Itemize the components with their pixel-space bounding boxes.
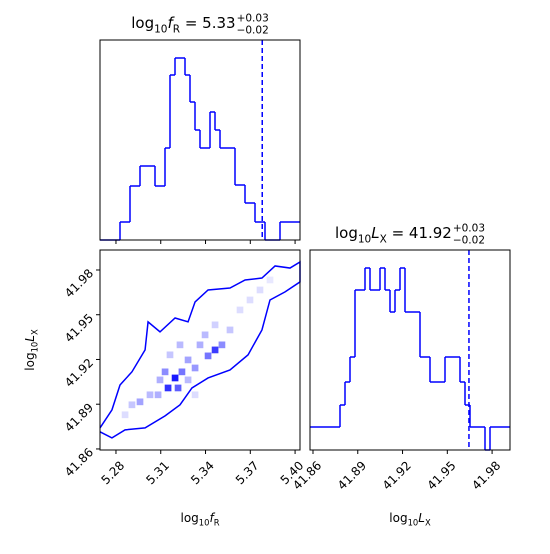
density-cell: [164, 384, 172, 392]
panel-title-text: log10LX = 41.92: [335, 224, 452, 246]
variable: L: [418, 511, 425, 525]
density-cell: [166, 351, 174, 359]
x-tick-label: 5.31: [143, 458, 172, 487]
density-cell: [156, 376, 164, 384]
value: = 41.92: [387, 224, 452, 242]
density-cell: [154, 391, 162, 399]
upper-error: +0.03: [237, 12, 269, 24]
density-cell: [226, 326, 234, 334]
axes-frame: [309, 249, 511, 451]
density-cell: [191, 364, 199, 372]
x-tick-label: 41.98: [469, 458, 503, 492]
y-tick-label: 41.98: [62, 266, 96, 300]
panel-title: log10LX = 41.92 +0.03−0.02: [335, 222, 485, 246]
x-tick-label: 41.92: [380, 458, 414, 492]
y-axis-label-text: log10LX: [23, 329, 40, 371]
density-cell: [184, 376, 192, 384]
density-cell: [211, 346, 219, 354]
lower-error: −0.02: [453, 234, 485, 246]
x-axis-label-text: log10fR: [180, 511, 219, 528]
variable-sub: R: [214, 518, 220, 528]
log-base: 10: [358, 234, 371, 246]
density-cell: [136, 398, 144, 406]
density-cell: [218, 341, 226, 349]
density-cell: [211, 321, 219, 329]
density-cell: [256, 286, 264, 294]
x-tick-label: 41.95: [424, 458, 458, 492]
density-cell: [196, 341, 204, 349]
density-cell: [178, 368, 186, 376]
x-tick-label: 5.34: [188, 458, 217, 487]
x-axis-label: log10fR: [180, 511, 219, 528]
x-axis-label: log10LX: [389, 511, 431, 528]
value: = 5.33: [180, 14, 236, 32]
x-tick-label: 5.37: [233, 458, 262, 487]
lower-error: −0.02: [237, 24, 269, 36]
density-cell: [266, 276, 274, 284]
axes-frame: [99, 249, 301, 451]
density-cell: [146, 391, 154, 399]
variable: L: [371, 224, 379, 242]
density-cell: [246, 296, 254, 304]
density-cell: [171, 374, 179, 382]
density-cell: [204, 352, 212, 360]
log: log: [335, 224, 358, 242]
density-cell: [201, 331, 209, 339]
variable-sub: X: [380, 234, 387, 246]
density-cell: [128, 401, 136, 409]
variable-sub: X: [425, 518, 431, 528]
density-cell: [176, 341, 184, 349]
panel-title: log10fR = 5.33 +0.03−0.02: [131, 12, 269, 36]
upper-error: +0.03: [453, 222, 485, 234]
density-cell: [184, 356, 192, 364]
x-tick-label: 41.89: [335, 458, 369, 492]
y-tick-label: 41.95: [62, 311, 96, 345]
log: log: [131, 14, 154, 32]
y-tick-label: 41.92: [62, 356, 96, 390]
variable-sub: X: [30, 329, 40, 335]
x-tick-label: 5.28: [99, 458, 128, 487]
density-cell: [174, 384, 182, 392]
axes-frame: [99, 39, 301, 241]
log-base: 10: [408, 518, 419, 528]
log: log: [389, 511, 407, 525]
density-cell: [191, 391, 199, 399]
log-base: 10: [30, 342, 40, 353]
y-axis-label: log10LX: [23, 329, 40, 371]
density-cell: [236, 306, 244, 314]
panel-title-text: log10fR = 5.33: [131, 14, 235, 36]
log-base: 10: [154, 24, 167, 36]
x-axis-label-text: log10LX: [389, 511, 431, 528]
log: log: [180, 511, 198, 525]
y-tick-label: 41.86: [62, 445, 96, 479]
density-cell: [121, 411, 129, 419]
log: log: [23, 352, 37, 370]
log-base: 10: [199, 518, 210, 528]
contour: [99, 260, 301, 439]
variable: L: [23, 335, 37, 342]
density-cell: [161, 368, 169, 376]
y-tick-label: 41.89: [62, 400, 96, 434]
variable: f: [209, 511, 215, 525]
variable-sub: R: [173, 24, 180, 36]
variable: f: [167, 14, 175, 32]
